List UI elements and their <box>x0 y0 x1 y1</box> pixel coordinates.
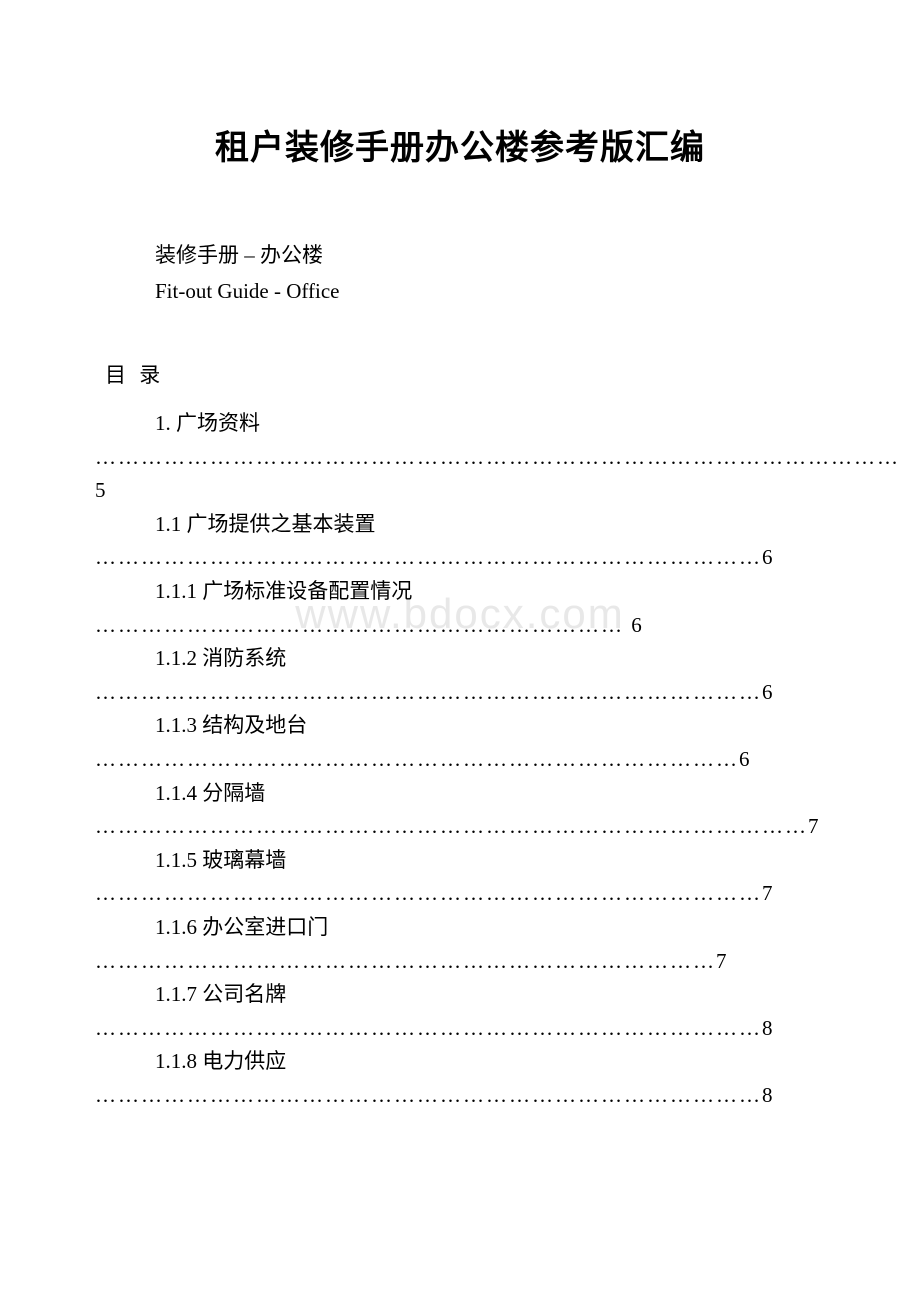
toc-dots: ……………………………………………………………………………8 <box>95 1012 825 1046</box>
toc-label: 1.1.3 结构及地台 <box>155 709 825 743</box>
toc-label: 1.1.8 电力供应 <box>155 1045 825 1079</box>
document-content: 租户装修手册办公楼参考版汇编 装修手册 – 办公楼 Fit-out Guide … <box>95 120 825 1112</box>
toc-label: 1.1.4 分隔墙 <box>155 777 825 811</box>
toc-item: 1.1.6 办公室进口门 ………………………………………………………………………… <box>95 911 825 978</box>
toc-item: 1.1.4 分隔墙 ………………………………………………………………………………… <box>95 777 825 844</box>
toc-label: 1.1.5 玻璃幕墙 <box>155 844 825 878</box>
subtitle-chinese: 装修手册 – 办公楼 <box>155 239 825 269</box>
toc-dots: ……………………………………………………………………………6 <box>95 676 825 710</box>
toc-dots: …………………………………………………………………………………7 <box>95 810 825 844</box>
toc-dots: …………………………………………………………… 6 <box>95 609 825 643</box>
toc-label: 1. 广场资料 <box>155 407 825 441</box>
toc-dots: ………………………………………………………………………7 <box>95 945 825 979</box>
toc-item: 1.1.3 结构及地台 …………………………………………………………………………… <box>95 709 825 776</box>
toc-dots: ……………………………………………………………………………8 <box>95 1079 825 1113</box>
toc-label: 1.1.7 公司名牌 <box>155 978 825 1012</box>
toc-item: 1.1.2 消防系统 ……………………………………………………………………………… <box>95 642 825 709</box>
toc-item: 1. 广场资料 ……………………………………………………………………………………… <box>95 407 825 508</box>
toc-item: 1.1 广场提供之基本装置 ……………………………………………………………………… <box>95 508 825 575</box>
toc-item: 1.1.1 广场标准设备配置情况 ……………………………………………………………… <box>95 575 825 642</box>
toc-label: 1.1.2 消防系统 <box>155 642 825 676</box>
toc-dots: ……………………………………………………………………………7 <box>95 877 825 911</box>
toc-item: 1.1.5 玻璃幕墙 ……………………………………………………………………………… <box>95 844 825 911</box>
toc-dots: …………………………………………………………………………………………… 5 <box>95 441 825 508</box>
toc-item: 1.1.7 公司名牌 ……………………………………………………………………………… <box>95 978 825 1045</box>
toc-dots: …………………………………………………………………………6 <box>95 743 825 777</box>
toc-dots: ……………………………………………………………………………6 <box>95 541 825 575</box>
toc-label: 1.1.1 广场标准设备配置情况 <box>155 575 825 609</box>
document-title: 租户装修手册办公楼参考版汇编 <box>95 120 825 169</box>
toc-item: 1.1.8 电力供应 ……………………………………………………………………………… <box>95 1045 825 1112</box>
toc-label: 1.1.6 办公室进口门 <box>155 911 825 945</box>
subtitle-english: Fit-out Guide - Office <box>155 279 825 304</box>
toc-heading: 目 录 <box>105 359 825 389</box>
toc-label: 1.1 广场提供之基本装置 <box>155 508 825 542</box>
